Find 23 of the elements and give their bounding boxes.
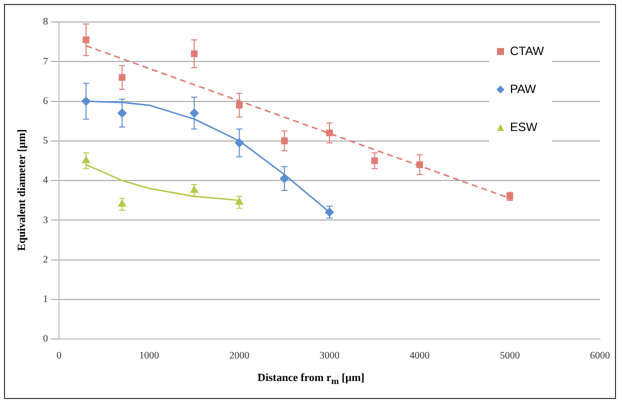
point [82, 36, 90, 44]
x-tick-label: 1000 [139, 350, 160, 362]
x-tick-label: 5000 [500, 350, 520, 362]
y-tick-label: 3 [43, 214, 48, 226]
y-tick-label: 2 [43, 254, 48, 266]
y-tick-label: 4 [43, 175, 48, 186]
legend-label: CTAW [510, 44, 544, 58]
y-tick-label: 5 [43, 136, 48, 146]
x-axis-title: Distance from r$_{m}$ [µm] [256, 372, 366, 386]
y-tick-label: 6 [43, 96, 48, 107]
x-tick-label: 6000 [590, 350, 610, 362]
y-tick-label: 7 [43, 56, 48, 68]
x-tick-label: 0 [56, 350, 62, 362]
point [326, 130, 333, 136]
y-tick-label: 0 [43, 334, 48, 345]
x-tick-label: 3000 [320, 350, 340, 362]
y-tick-label: 8 [43, 16, 48, 28]
legend-label: PAW [510, 82, 536, 96]
y-tick-label: 1 [43, 294, 48, 305]
x-tick-label: 4000 [410, 350, 430, 362]
y-axis-title: Equivalent diameter [µm] [16, 129, 28, 251]
legend-label: ESW [510, 120, 538, 134]
x-tick-label: 2000 [229, 350, 250, 362]
